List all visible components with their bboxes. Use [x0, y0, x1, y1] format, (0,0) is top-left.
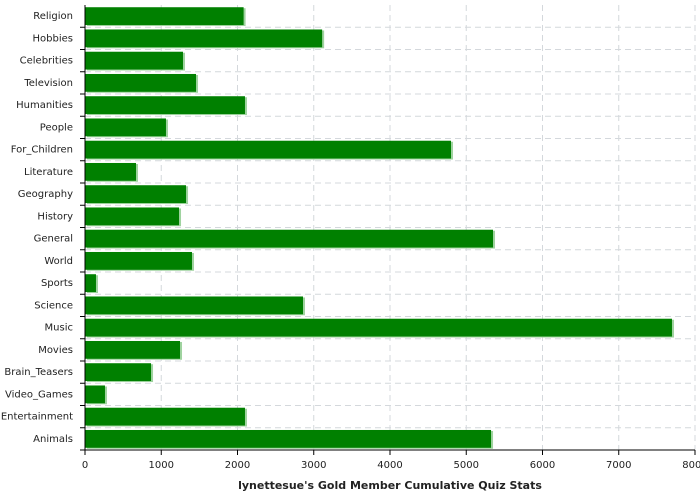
- y-tick-label: Music: [45, 323, 73, 334]
- y-tick-label: People: [40, 122, 73, 133]
- y-tick-label: Religion: [33, 11, 73, 22]
- x-tick-label: 2000: [225, 460, 250, 471]
- y-tick-label: Science: [34, 300, 73, 311]
- bar: [85, 363, 152, 382]
- bar: [85, 229, 494, 248]
- bar: [85, 385, 105, 404]
- bar: [85, 118, 166, 137]
- y-tick-label: Entertainment: [1, 412, 73, 423]
- y-tick-label: Humanities: [16, 100, 73, 111]
- y-tick-label: Hobbies: [33, 33, 73, 44]
- bar: [85, 429, 492, 448]
- y-tick-label: Literature: [24, 167, 73, 178]
- y-tick-label: Movies: [38, 345, 73, 356]
- bar: [85, 140, 451, 159]
- y-tick-label: World: [44, 256, 73, 267]
- bar: [85, 318, 672, 337]
- y-tick-label: Television: [23, 78, 73, 89]
- y-tick-label: History: [37, 211, 73, 222]
- bar: [85, 51, 183, 70]
- y-tick-label: Video_Games: [5, 389, 73, 400]
- bar: [85, 207, 180, 226]
- x-tick-label: 5000: [454, 460, 479, 471]
- bar: [85, 185, 187, 204]
- x-tick-label: 8000: [682, 460, 700, 471]
- x-tick-label: 3000: [301, 460, 326, 471]
- y-tick-label: General: [34, 234, 73, 245]
- bar: [85, 96, 245, 115]
- y-tick-label: For_Children: [11, 145, 73, 156]
- chart-title: lynettesue's Gold Member Cumulative Quiz…: [238, 479, 542, 492]
- bar: [85, 340, 181, 359]
- bar: [85, 73, 197, 92]
- x-tick-label: 6000: [530, 460, 555, 471]
- bar: [85, 162, 137, 181]
- y-tick-label: Celebrities: [20, 56, 73, 67]
- y-tick-label: Geography: [18, 189, 73, 200]
- y-tick-label: Animals: [33, 434, 73, 445]
- bar: [85, 274, 96, 293]
- x-tick-label: 0: [82, 460, 88, 471]
- x-tick-label: 1000: [149, 460, 174, 471]
- x-tick-label: 7000: [606, 460, 631, 471]
- bar: [85, 407, 245, 426]
- x-tick-label: 4000: [377, 460, 402, 471]
- y-tick-label: Brain_Teasers: [4, 367, 73, 378]
- bar: [85, 251, 192, 270]
- bar: [85, 296, 303, 315]
- bar: [85, 29, 323, 48]
- y-tick-label: Sports: [41, 278, 73, 289]
- bar: [85, 7, 244, 26]
